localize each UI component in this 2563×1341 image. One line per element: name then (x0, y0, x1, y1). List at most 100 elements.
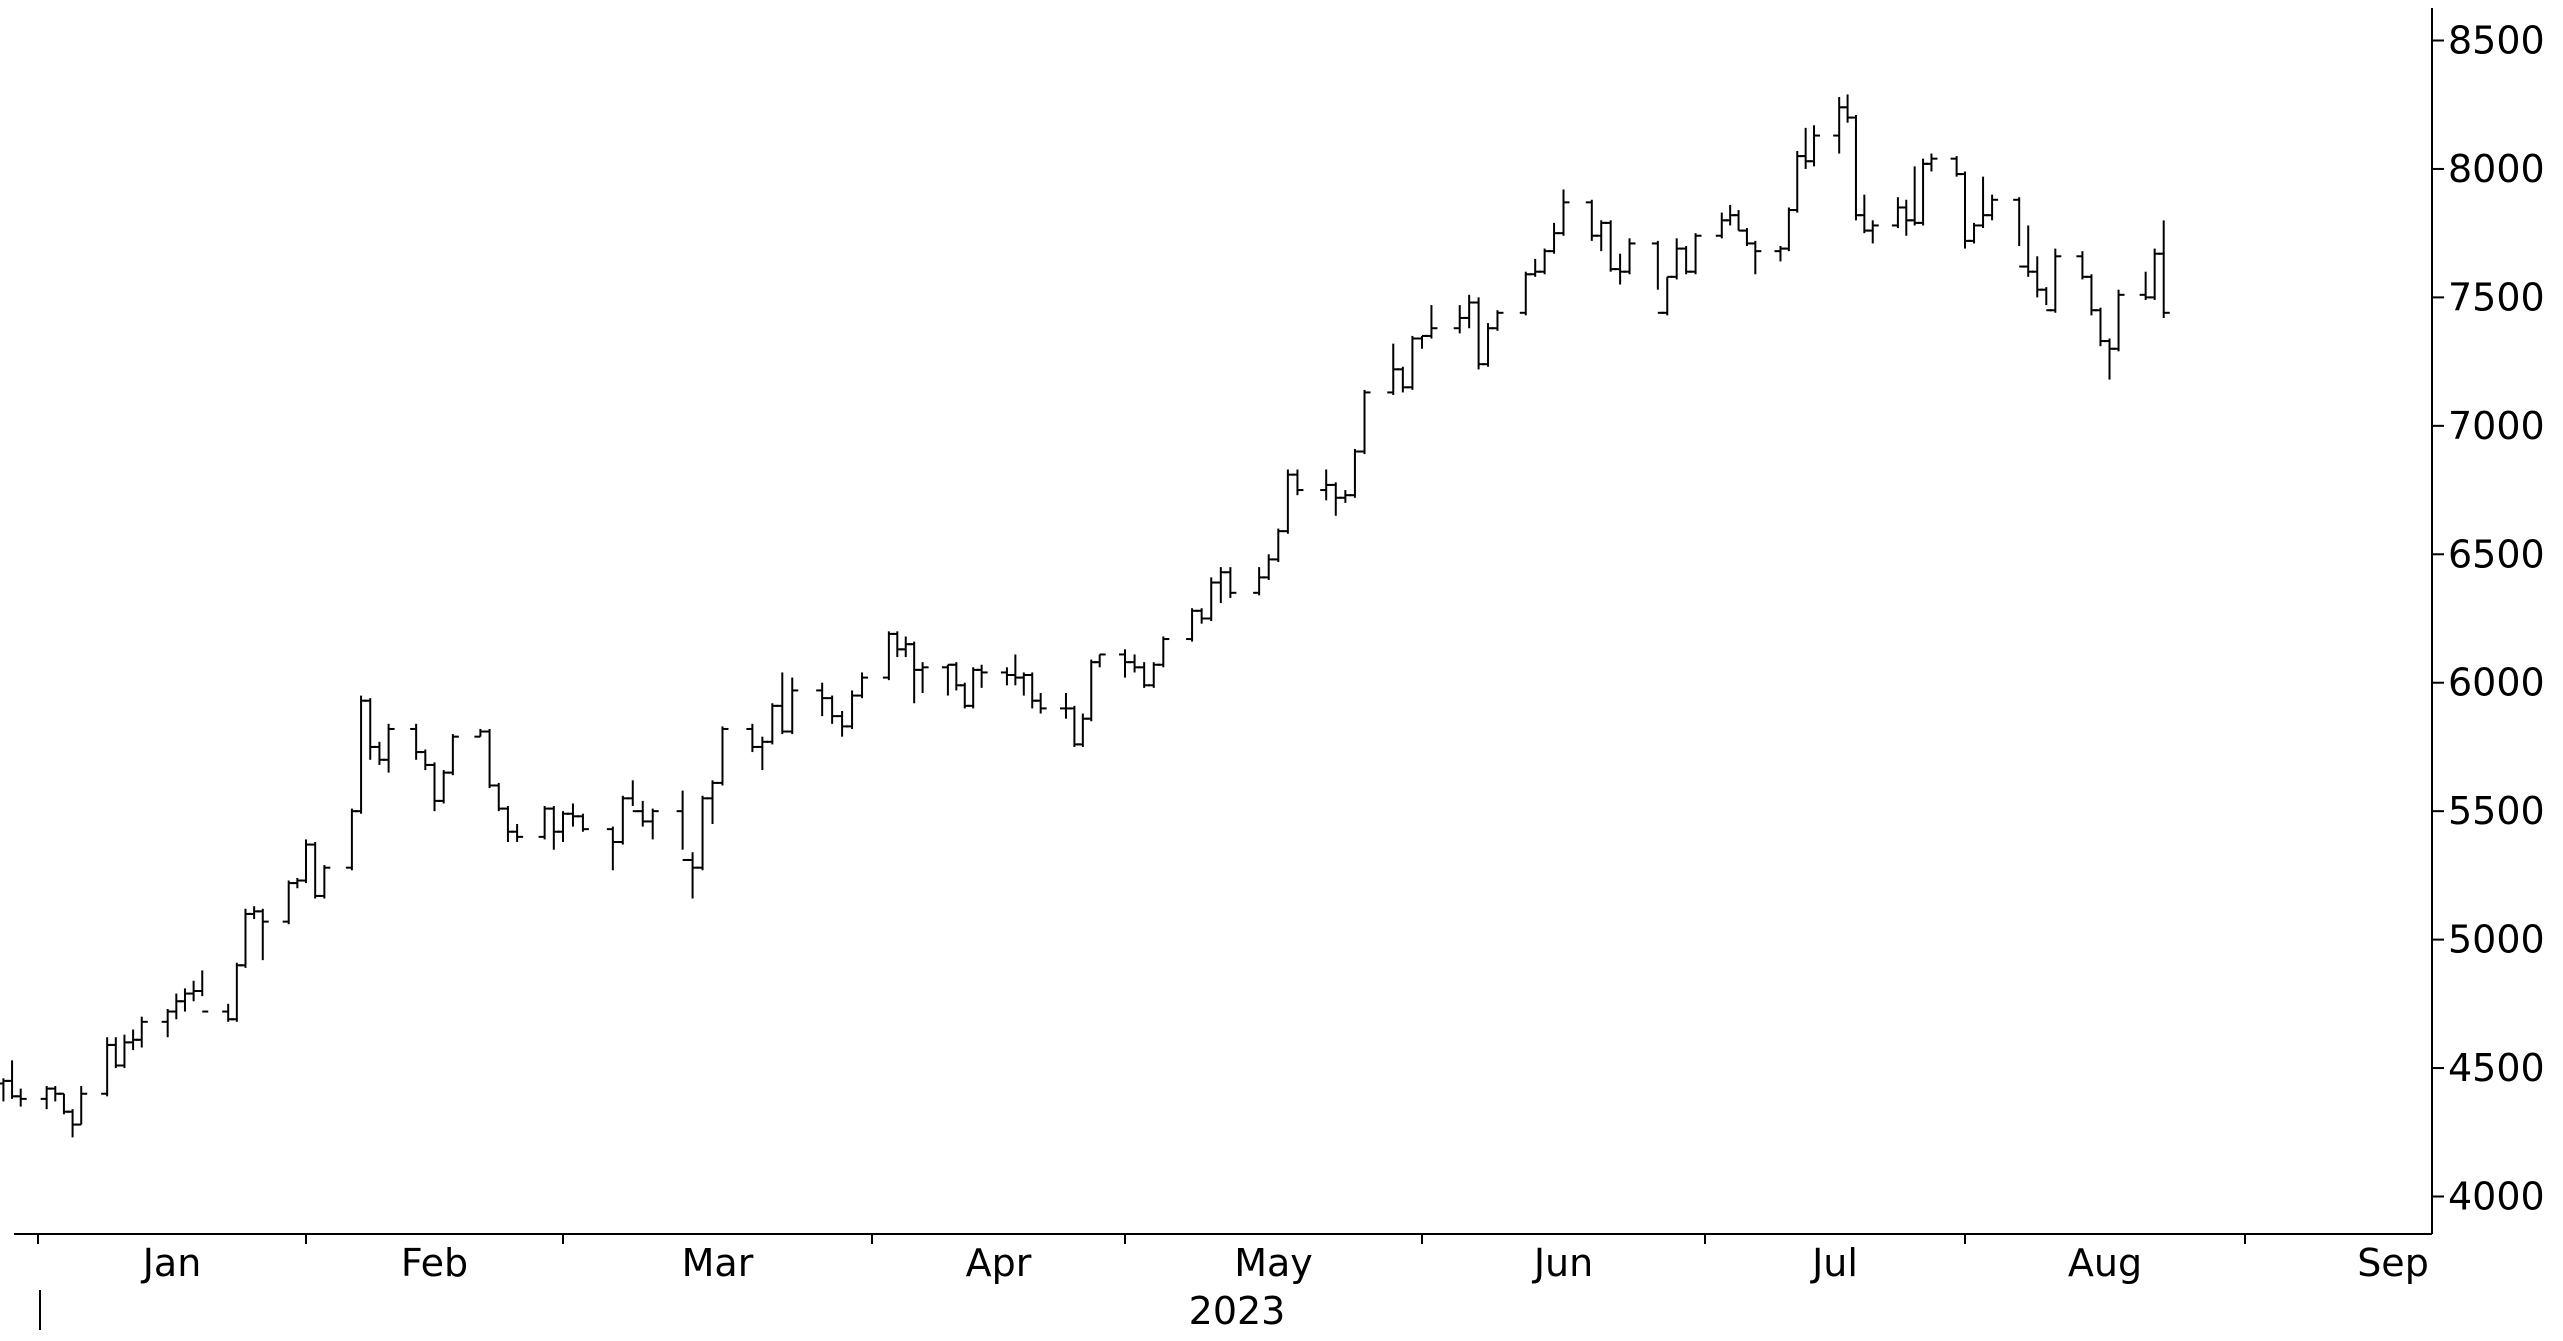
x-tick-label: Mar (682, 1241, 754, 1285)
ohlc-bar (899, 636, 912, 658)
ohlc-bar (196, 970, 209, 1013)
ohlc-bar (1093, 653, 1106, 668)
y-tick-label: 4000 (2448, 1175, 2545, 1219)
ohlc-bar (1026, 672, 1039, 709)
ohlc-bar (1463, 294, 1476, 329)
ohlc-bar (256, 908, 269, 961)
ohlc-bar (1925, 153, 1938, 172)
ohlc-bar (2022, 225, 2035, 277)
ohlc-bar (1833, 97, 1846, 154)
ohlc-bar (2148, 248, 2161, 300)
ohlc-bar (1262, 554, 1275, 580)
x-tick-label: Apr (966, 1241, 1032, 1285)
ohlc-bar (355, 695, 368, 814)
ohlc-bar (1680, 246, 1693, 275)
ohlc-bars (0, 94, 2170, 1138)
ohlc-bar (1128, 654, 1141, 673)
ohlc-bar (501, 806, 514, 842)
ohlc-bar (1482, 323, 1495, 367)
ohlc-bar (1329, 482, 1342, 516)
ohlc-bar (6, 1060, 19, 1099)
x-tick-label: Jul (1810, 1241, 1858, 1285)
ohlc-bar (1651, 240, 1664, 314)
ohlc-bar (1186, 608, 1199, 642)
ohlc-bar (706, 780, 719, 825)
ohlc-bar (1557, 189, 1570, 236)
ohlc-bar (2013, 197, 2026, 268)
ohlc-bar (101, 1037, 114, 1097)
ohlc-bar (1849, 114, 1862, 221)
ohlc-bar (1119, 649, 1131, 678)
ohlc-bar (511, 824, 524, 842)
ohlc-bar (776, 672, 789, 735)
ohlc-bar (1732, 210, 1745, 232)
ohlc-bar (686, 852, 699, 899)
ohlc-bar (345, 808, 358, 871)
ohlc-bar (178, 988, 191, 1012)
y-tick-label: 6500 (2448, 532, 2545, 576)
ohlc-bar (1548, 222, 1561, 254)
ohlc-bar (1858, 194, 1871, 234)
x-axis-year-label: 2023 (1189, 1289, 1286, 1333)
ohlc-bar (109, 1037, 122, 1069)
ohlc-bar (916, 662, 929, 693)
ohlc-bar (1396, 366, 1409, 393)
ohlc-bar (1900, 199, 1913, 236)
ohlc-bar (1224, 567, 1237, 598)
ohlc-bar (364, 698, 377, 760)
ohlc-bar (1147, 662, 1160, 688)
ohlc-bar (2103, 338, 2116, 380)
ohlc-bar (1538, 248, 1551, 275)
ohlc-bar (428, 762, 441, 812)
ohlc-bar (1782, 207, 1795, 252)
ohlc-bar (1068, 705, 1081, 747)
ohlc-bar (1623, 238, 1636, 275)
ohlc-bar (300, 839, 312, 884)
ohlc-bar (1799, 127, 1812, 169)
ohlc-bar (1604, 220, 1617, 272)
ohlc-bar (1195, 608, 1208, 624)
ohlc-bar (1891, 197, 1904, 229)
ohlc-bar (1908, 166, 1921, 226)
ohlc-bar (1157, 636, 1170, 668)
y-tick-label: 8500 (2448, 19, 2545, 63)
ohlc-bar (1715, 212, 1728, 239)
y-tick-label: 8000 (2448, 147, 2545, 191)
ohlc-bar (170, 993, 183, 1020)
ohlc-bar (1425, 305, 1438, 339)
y-tick-label: 7000 (2448, 404, 2545, 448)
ohlc-bar (14, 1088, 27, 1107)
ohlc-bar (1406, 335, 1419, 390)
ohlc-bar (1358, 389, 1371, 455)
ohlc-bar (230, 962, 243, 1022)
ohlc-bar (1917, 158, 1930, 226)
ohlc-bar (816, 682, 829, 717)
ohlc-bar (1977, 176, 1990, 229)
ohlc-bar (474, 728, 487, 738)
ohlc-bar (891, 631, 904, 658)
ohlc-bar (309, 841, 322, 899)
y-tick-label: 5500 (2448, 789, 2545, 833)
ohlc-bar (547, 806, 560, 850)
ohlc-bar (856, 672, 869, 699)
ohlc-bar (1453, 305, 1466, 334)
ohlc-bar (2076, 251, 2089, 280)
ohlc-bar (66, 1109, 79, 1138)
y-tick-label: 7500 (2448, 275, 2545, 319)
x-axis: Jan Feb Mar Apr May Jun Jul Aug Sep (37, 1234, 2429, 1285)
ohlc-bar (483, 728, 496, 789)
ohlc-bar (1866, 220, 1879, 244)
x-tick-label: Aug (2068, 1241, 2142, 1285)
ohlc-bar (557, 811, 569, 842)
ohlc-bar (1519, 271, 1532, 316)
ohlc-bar (1272, 528, 1285, 562)
ohlc-bar (2157, 220, 2170, 318)
ohlc-bar (248, 906, 261, 920)
ohlc-bar (2085, 274, 2098, 316)
ohlc-bar (492, 782, 505, 812)
ohlc-bar (1986, 194, 1999, 221)
ohlc-bar (1348, 448, 1361, 498)
ohlc-bar (1689, 233, 1702, 275)
